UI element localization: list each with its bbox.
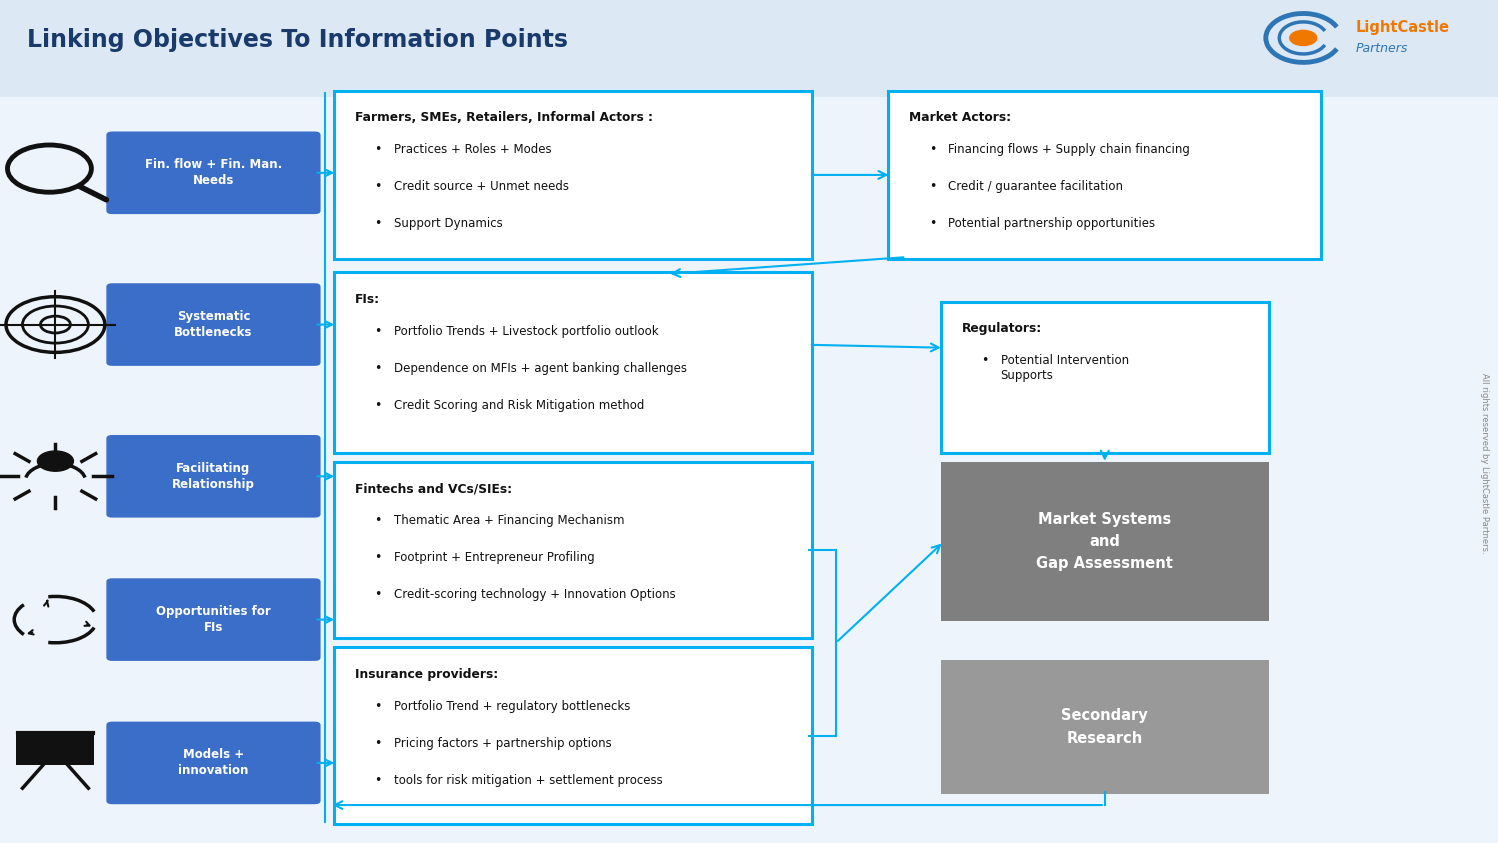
- Text: •: •: [374, 325, 382, 337]
- Text: •: •: [374, 774, 382, 787]
- Text: All rights reserved by LightCastle Partners.: All rights reserved by LightCastle Partn…: [1480, 373, 1489, 554]
- FancyBboxPatch shape: [0, 97, 1498, 843]
- Text: Facilitating
Relationship: Facilitating Relationship: [172, 462, 255, 491]
- Text: Linking Objectives To Information Points: Linking Objectives To Information Points: [27, 29, 568, 52]
- Text: Partners: Partners: [1356, 42, 1408, 56]
- FancyBboxPatch shape: [334, 272, 812, 453]
- Text: Credit source + Unmet needs: Credit source + Unmet needs: [394, 180, 569, 193]
- Text: •: •: [374, 588, 382, 601]
- Text: Portfolio Trend + regulatory bottlenecks: Portfolio Trend + regulatory bottlenecks: [394, 700, 631, 712]
- Text: •: •: [929, 217, 936, 230]
- FancyBboxPatch shape: [888, 91, 1321, 259]
- FancyBboxPatch shape: [106, 283, 321, 366]
- Text: •: •: [374, 514, 382, 527]
- Text: •: •: [929, 180, 936, 193]
- FancyBboxPatch shape: [334, 647, 812, 824]
- Text: LightCastle: LightCastle: [1356, 20, 1450, 35]
- Text: •: •: [374, 362, 382, 374]
- Text: FIs:: FIs:: [355, 293, 380, 305]
- Text: Insurance providers:: Insurance providers:: [355, 668, 499, 680]
- Text: •: •: [374, 217, 382, 230]
- FancyBboxPatch shape: [0, 0, 1498, 97]
- FancyBboxPatch shape: [16, 732, 94, 765]
- FancyBboxPatch shape: [106, 578, 321, 661]
- Text: Support Dynamics: Support Dynamics: [394, 217, 503, 230]
- Text: Dependence on MFIs + agent banking challenges: Dependence on MFIs + agent banking chall…: [394, 362, 688, 374]
- Text: Credit-scoring technology + Innovation Options: Credit-scoring technology + Innovation O…: [394, 588, 676, 601]
- Text: Financing flows + Supply chain financing: Financing flows + Supply chain financing: [948, 143, 1189, 156]
- Text: Footprint + Entrepreneur Profiling: Footprint + Entrepreneur Profiling: [394, 551, 595, 564]
- Text: Fintechs and VCs/SIEs:: Fintechs and VCs/SIEs:: [355, 482, 512, 495]
- FancyBboxPatch shape: [334, 462, 812, 638]
- Circle shape: [1290, 30, 1317, 46]
- FancyBboxPatch shape: [941, 462, 1269, 621]
- Text: Potential Intervention
Supports: Potential Intervention Supports: [1001, 354, 1129, 382]
- Text: Thematic Area + Financing Mechanism: Thematic Area + Financing Mechanism: [394, 514, 625, 527]
- Text: •: •: [374, 180, 382, 193]
- FancyBboxPatch shape: [941, 660, 1269, 794]
- Text: Credit / guarantee facilitation: Credit / guarantee facilitation: [948, 180, 1124, 193]
- FancyBboxPatch shape: [106, 132, 321, 214]
- Text: Secondary
Research: Secondary Research: [1062, 708, 1147, 746]
- Text: Regulators:: Regulators:: [962, 322, 1043, 335]
- Text: Systematic
Bottlenecks: Systematic Bottlenecks: [174, 310, 253, 339]
- Text: •: •: [374, 399, 382, 411]
- Text: Pricing factors + partnership options: Pricing factors + partnership options: [394, 737, 611, 749]
- Text: Opportunities for
FIs: Opportunities for FIs: [156, 605, 271, 634]
- Text: Market Actors:: Market Actors:: [909, 111, 1011, 124]
- Text: Portfolio Trends + Livestock portfolio outlook: Portfolio Trends + Livestock portfolio o…: [394, 325, 659, 337]
- FancyBboxPatch shape: [941, 302, 1269, 453]
- FancyBboxPatch shape: [334, 91, 812, 259]
- Text: Fin. flow + Fin. Man.
Needs: Fin. flow + Fin. Man. Needs: [145, 158, 282, 187]
- Text: Models +
innovation: Models + innovation: [178, 749, 249, 777]
- Text: Credit Scoring and Risk Mitigation method: Credit Scoring and Risk Mitigation metho…: [394, 399, 644, 411]
- Text: Potential partnership opportunities: Potential partnership opportunities: [948, 217, 1155, 230]
- Text: •: •: [374, 143, 382, 156]
- Text: •: •: [929, 143, 936, 156]
- FancyBboxPatch shape: [106, 435, 321, 518]
- Text: tools for risk mitigation + settlement process: tools for risk mitigation + settlement p…: [394, 774, 662, 787]
- Circle shape: [37, 451, 73, 471]
- FancyBboxPatch shape: [106, 722, 321, 804]
- Text: •: •: [374, 700, 382, 712]
- Text: Farmers, SMEs, Retailers, Informal Actors :: Farmers, SMEs, Retailers, Informal Actor…: [355, 111, 653, 124]
- Text: •: •: [981, 354, 989, 367]
- Text: Market Systems
and
Gap Assessment: Market Systems and Gap Assessment: [1037, 512, 1173, 572]
- Text: Practices + Roles + Modes: Practices + Roles + Modes: [394, 143, 551, 156]
- Text: •: •: [374, 737, 382, 749]
- Text: •: •: [374, 551, 382, 564]
